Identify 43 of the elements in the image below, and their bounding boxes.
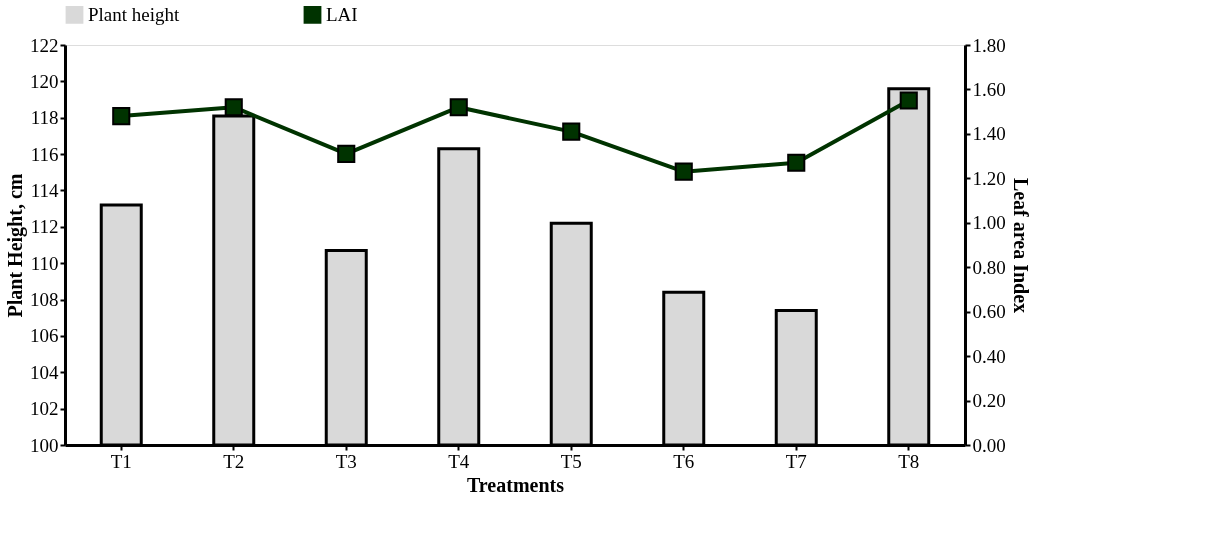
point xyxy=(674,162,693,181)
y-tick-label: 120 xyxy=(30,70,59,92)
y-tick-label: 100 xyxy=(30,434,59,456)
legend-label: LAI xyxy=(326,3,358,25)
y2-tick-label: 1.40 xyxy=(972,123,1006,145)
y-tick-label: 110 xyxy=(30,252,59,274)
x-axis-title: Treatments xyxy=(466,473,565,496)
y-tick-label: 114 xyxy=(30,179,59,201)
point xyxy=(112,107,131,126)
y2-tick-label: 1.60 xyxy=(972,78,1006,100)
y-tick-label: 116 xyxy=(30,143,59,165)
y-tick-label: 122 xyxy=(30,34,59,56)
x-tick-label: T2 xyxy=(223,450,245,472)
y2-axis-title: Leaf area Index xyxy=(1009,177,1032,314)
y2-tick-label: 0.00 xyxy=(972,434,1006,456)
point xyxy=(337,144,356,163)
x-tick-label: T3 xyxy=(335,450,357,472)
x-tick-label: T6 xyxy=(673,450,695,472)
y2-tick-label: 0.80 xyxy=(972,256,1006,278)
y2-tick-label: 1.80 xyxy=(972,34,1006,56)
y-tick-label: 102 xyxy=(30,398,59,420)
y2-tick-label: 1.20 xyxy=(972,167,1006,189)
y2-tick-label: 0.60 xyxy=(972,301,1006,323)
x-tick-label: T1 xyxy=(110,450,132,472)
point xyxy=(899,91,918,110)
point xyxy=(224,98,243,117)
point xyxy=(787,153,806,172)
y2-tick-label: 0.20 xyxy=(972,390,1006,412)
x-tick-label: T4 xyxy=(448,450,470,472)
y-tick-label: 112 xyxy=(30,216,59,238)
y2-tick-label: 0.40 xyxy=(972,345,1006,367)
y-axis-title: Plant Height, cm xyxy=(4,173,27,318)
point xyxy=(562,122,581,141)
y-tick-label: 106 xyxy=(30,325,59,347)
legend-label: Plant height xyxy=(88,3,181,25)
y-tick-label: 108 xyxy=(30,289,59,311)
x-tick-label: T5 xyxy=(560,450,582,472)
x-tick-label: T7 xyxy=(785,450,807,472)
x-tick-label: T8 xyxy=(898,450,920,472)
point xyxy=(449,98,468,117)
y-tick-label: 118 xyxy=(30,107,59,129)
y-tick-label: 104 xyxy=(30,361,59,383)
y2-tick-label: 1.00 xyxy=(972,212,1006,234)
